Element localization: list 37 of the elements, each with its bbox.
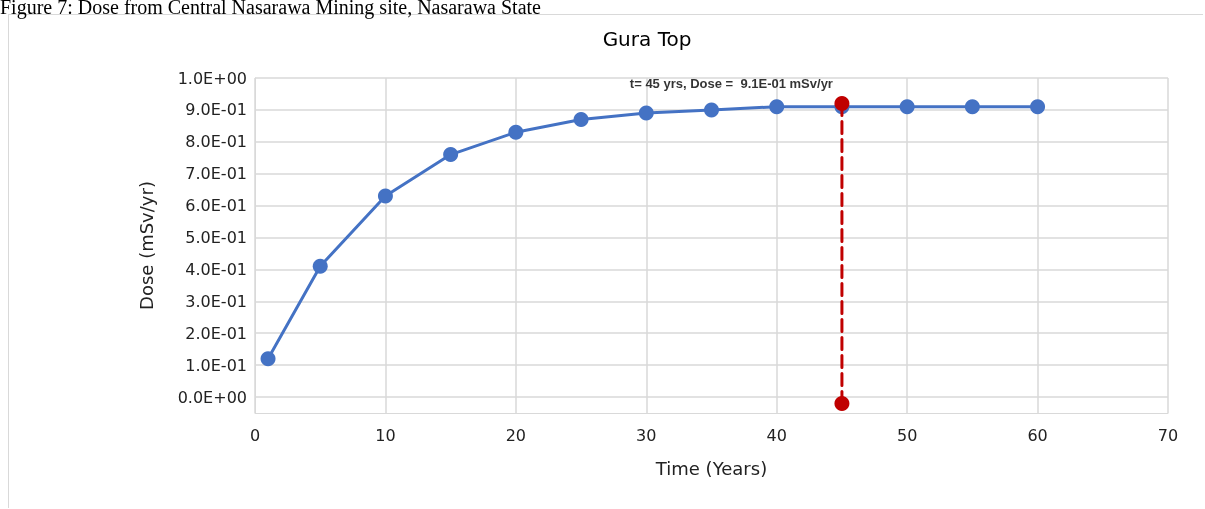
annotation: t= 45 yrs, Dose = 9.1E-01 mSv/yr [629,76,833,92]
x-tick-label: 0 [249,425,261,445]
point [704,102,719,118]
point [312,258,328,274]
x-tick-label: 10 [375,425,396,445]
y-tick-label: 7.0E-01 [185,164,247,184]
caption: Figure 7: Dose from Central Nasarawa Mining site, Nasarawa State [0,0,541,19]
x-tick-label: 60 [1027,425,1048,445]
x-tick-label: 30 [636,425,657,445]
point [443,147,459,163]
point [1030,99,1046,115]
y-tick-label: 3.0E-01 [185,291,247,311]
y-tick-label: 8.0E-01 [185,132,247,152]
y-tick-label: 6.0E-01 [185,196,247,216]
y-tick-label: 5.0E-01 [185,228,247,248]
point [964,99,980,115]
y-tick-label: 4.0E-01 [185,259,247,279]
x-tick-label: 50 [896,425,918,445]
x-tick-label: 70 [1157,425,1179,445]
point [508,124,524,140]
x-tick-label: 20 [505,425,527,445]
point [834,395,850,411]
chart-title: Gura Top [602,27,692,51]
y-axis-title: Dose (mSv/yr) [135,181,157,310]
point [377,188,393,204]
point [260,351,276,367]
point [899,99,915,115]
y-tick-label: 2.0E-01 [185,323,247,343]
y-tick-label: 1.0E-01 [185,355,247,375]
y-tick-label: 9.0E-01 [185,100,247,120]
point [769,99,785,115]
y-tick-label: 1.0E+00 [177,68,247,88]
point [573,111,589,127]
y-tick-label: 0.0E+00 [177,387,247,407]
x-axis-title: Time (Years) [654,457,768,479]
x-tick-label: 40 [766,425,787,445]
point [638,105,654,121]
